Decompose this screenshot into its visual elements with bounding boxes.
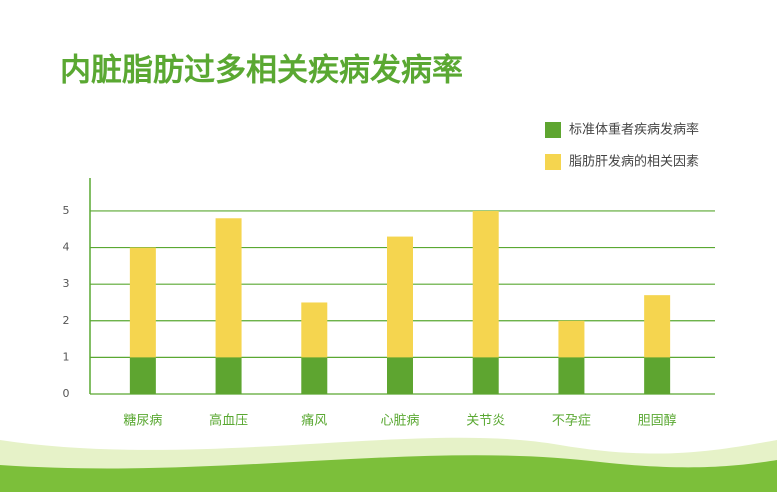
chart-title: 内脏脂肪过多相关疾病发病率 (60, 53, 463, 89)
bar-segment (558, 357, 585, 394)
y-tick-label: 2 (63, 314, 70, 327)
x-tick-label: 糖尿病 (123, 413, 162, 429)
bar-segment (472, 210, 499, 358)
x-tick-label: 胆固醇 (638, 413, 677, 429)
legend-swatch (545, 154, 561, 170)
y-tick-label: 5 (63, 204, 70, 217)
y-tick-label: 4 (63, 241, 70, 254)
bar-segment (387, 236, 413, 358)
bar-segment (387, 357, 413, 394)
y-tick-label: 1 (63, 350, 70, 363)
bar-segment (215, 218, 242, 358)
bar-segment (644, 357, 671, 394)
x-tick-label: 不孕症 (552, 414, 591, 429)
x-tick-label: 关节炎 (466, 414, 505, 429)
x-tick-label: 痛风 (301, 413, 327, 429)
bar-segment (129, 357, 156, 394)
bar-segment (301, 357, 328, 394)
legend-label: 标准体重者疾病发病率 (569, 122, 699, 138)
y-tick-label: 0 (63, 387, 70, 400)
y-tick-label: 3 (63, 277, 70, 290)
bar-segment (129, 247, 156, 358)
legend-label: 脂肪肝发病的相关因素 (569, 154, 699, 170)
bar-segment (558, 320, 585, 358)
bar-segment (301, 302, 328, 358)
x-tick-label: 心脏病 (380, 414, 419, 429)
bar-segment (644, 295, 671, 358)
legend-swatch (545, 122, 561, 138)
x-tick-label: 高血压 (209, 413, 248, 429)
background-wave (0, 455, 777, 492)
bar-segment (215, 357, 242, 394)
bar-segment (472, 357, 499, 394)
